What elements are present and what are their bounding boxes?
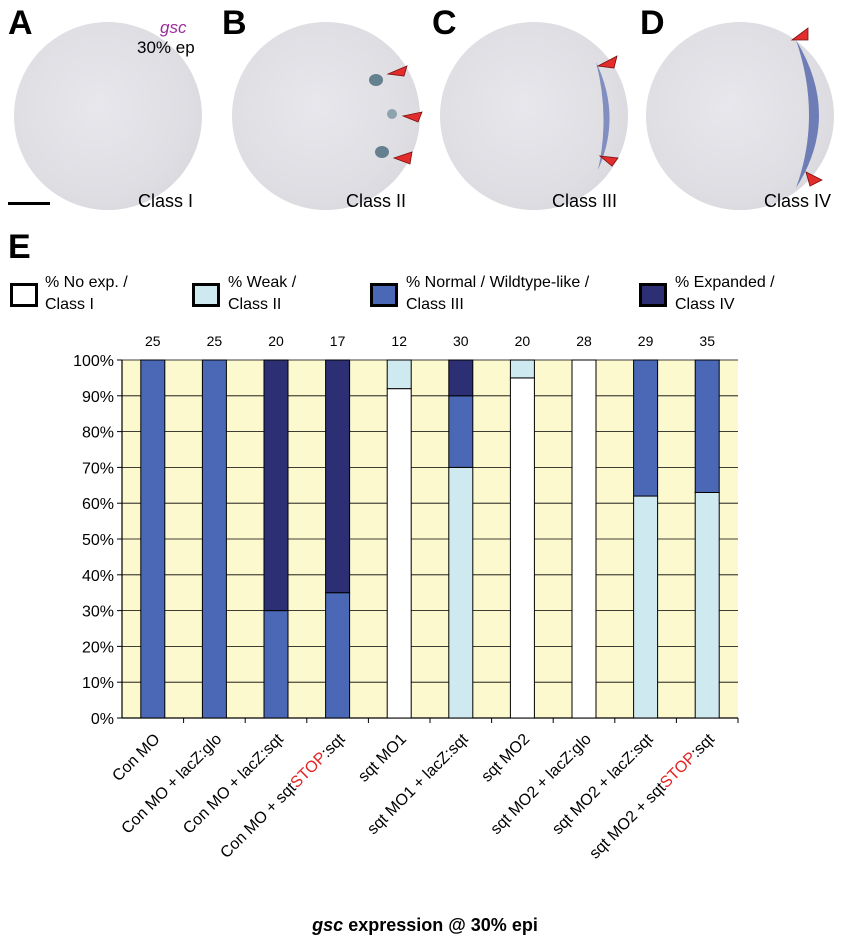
panel-letter-e: E (8, 228, 31, 266)
panel-letter-c: C (432, 4, 457, 42)
sample-size-label: 17 (330, 333, 346, 349)
y-tick-label: 70% (82, 460, 114, 477)
bar-segment-class-4 (263, 359, 289, 612)
legend-label-class-4: % Expanded / Class IV (675, 274, 775, 313)
arrowhead-icon (401, 111, 423, 123)
bar-segment-class-2 (633, 495, 659, 719)
sample-size-label: 29 (638, 333, 654, 349)
bar-segment-class-2 (386, 359, 412, 390)
y-tick-label: 20% (82, 639, 114, 656)
bar-segment-class-2 (448, 466, 474, 719)
bar-segment-class-3 (201, 359, 227, 719)
gene-label: gsc (160, 18, 187, 37)
x-category-label: sqt MO2 (478, 731, 533, 786)
legend-label-class-3: % Normal / Wildtype-like / Class III (406, 274, 590, 313)
arrowhead-icon (392, 151, 413, 165)
legend-label-class-1: % No exp. / Class I (45, 274, 128, 313)
embryo-image-a (14, 22, 202, 210)
scale-bar (8, 202, 50, 205)
x-category-label: Con MO + sqtSTOP:sqt (217, 730, 348, 861)
bar-segment-class-3 (633, 359, 659, 497)
legend-swatch-class-1 (10, 283, 38, 307)
figure-axis-title: gsc expression @ 30% epi (0, 915, 850, 936)
sample-size-label: 20 (268, 333, 284, 349)
x-category-label: Con MO (109, 731, 163, 785)
sample-size-label: 12 (391, 333, 407, 349)
panel-letter-b: B (222, 4, 247, 42)
panel-letter-a: A (8, 4, 33, 42)
bar-segment-class-1 (386, 388, 412, 719)
bar-segment-class-4 (325, 359, 351, 594)
legend-swatch-class-4 (639, 283, 667, 307)
sample-size-label: 20 (515, 333, 531, 349)
x-category-label: sqt MO2 + sqtSTOP:sqt (586, 730, 718, 862)
class-label-d: Class IV (764, 191, 832, 211)
footer-gene: gsc (312, 915, 344, 935)
x-category-label: sqt MO2 + lacZ:glo (488, 731, 595, 838)
y-tick-label: 60% (82, 496, 114, 513)
embryo-image-d (646, 22, 834, 210)
y-tick-label: 40% (82, 568, 114, 585)
x-category-label: sqt MO2 + lacZ:sqt (549, 730, 657, 838)
arrowhead-icon (598, 155, 619, 167)
class-label-c: Class III (552, 191, 618, 211)
class-label-b: Class II (346, 191, 407, 211)
panel-letter-d: D (640, 4, 665, 42)
bar-segment-class-3 (263, 610, 289, 719)
bar-segment-class-1 (509, 377, 535, 719)
arrowhead-overlay (386, 27, 823, 187)
y-tick-label: 50% (82, 532, 114, 549)
legend-swatch-class-3 (370, 283, 398, 307)
arrowhead-icon (805, 171, 823, 187)
bar-segment-class-4 (448, 359, 474, 397)
x-category-label: sqt MO1 (355, 731, 410, 786)
bar-segment-class-1 (571, 359, 597, 719)
bar-segment-class-3 (140, 359, 166, 719)
sample-size-label: 35 (699, 333, 715, 349)
sample-size-label: 28 (576, 333, 592, 349)
arrowhead-icon (790, 27, 809, 41)
sample-size-label: 30 (453, 333, 469, 349)
bar-segment-class-3 (325, 592, 351, 719)
arrowhead-icon (386, 65, 408, 77)
footer-text: expression @ 30% epi (343, 915, 538, 935)
embryo-image-b (232, 22, 420, 210)
y-tick-label: 10% (82, 675, 114, 692)
y-tick-label: 30% (82, 604, 114, 621)
y-tick-label: 100% (73, 353, 114, 370)
x-category-label: sqt MO1 + lacZ:sqt (364, 730, 472, 838)
stage-label: 30% ep (137, 38, 195, 57)
legend-swatch-class-2 (192, 283, 220, 307)
sample-size-label: 25 (207, 333, 223, 349)
bar-segment-class-3 (694, 359, 720, 493)
y-tick-label: 0% (91, 711, 114, 728)
y-tick-label: 80% (82, 425, 114, 442)
sample-size-label: 25 (145, 333, 161, 349)
embryo-image-c (440, 22, 628, 210)
bar-segment-class-3 (448, 395, 474, 468)
bar-segment-class-2 (509, 359, 535, 379)
legend-label-class-2: % Weak / Class II (228, 274, 297, 313)
class-label-a: Class I (138, 191, 194, 211)
y-tick-label: 90% (82, 389, 114, 406)
bar-segment-class-2 (694, 491, 720, 719)
arrowhead-icon (596, 55, 618, 69)
